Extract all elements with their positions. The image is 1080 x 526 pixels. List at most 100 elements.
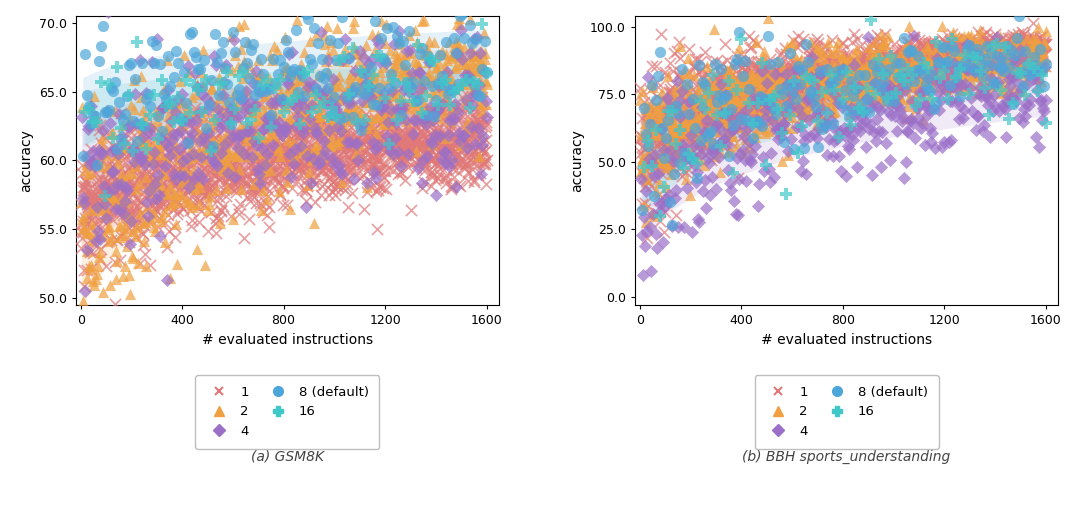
Point bbox=[472, 63, 489, 71]
Point bbox=[706, 122, 724, 130]
Point bbox=[899, 128, 916, 137]
Point bbox=[477, 99, 495, 108]
Point bbox=[865, 99, 882, 107]
Point bbox=[326, 159, 343, 168]
Point bbox=[181, 109, 199, 118]
Point bbox=[259, 84, 276, 92]
Point bbox=[221, 168, 239, 177]
Point bbox=[824, 58, 841, 67]
Point bbox=[732, 133, 750, 141]
Point bbox=[430, 50, 447, 58]
Point bbox=[658, 107, 675, 116]
Point bbox=[343, 86, 361, 94]
Point bbox=[148, 195, 165, 203]
Point bbox=[463, 124, 481, 132]
Point bbox=[632, 96, 649, 104]
Point bbox=[797, 89, 814, 98]
Point bbox=[283, 67, 300, 75]
Point bbox=[360, 91, 377, 99]
Point bbox=[920, 106, 937, 114]
Point bbox=[786, 100, 804, 108]
Point bbox=[211, 193, 228, 201]
Point bbox=[113, 171, 131, 179]
Point bbox=[869, 47, 887, 56]
Point bbox=[735, 132, 753, 140]
Point bbox=[218, 170, 235, 178]
Point bbox=[125, 76, 143, 84]
Point bbox=[467, 139, 484, 148]
Point bbox=[1004, 50, 1022, 58]
Point bbox=[213, 161, 230, 169]
Point bbox=[816, 66, 834, 75]
Point bbox=[994, 101, 1011, 109]
Point bbox=[388, 159, 405, 167]
Point bbox=[716, 108, 733, 117]
Point bbox=[721, 179, 739, 187]
Point bbox=[461, 76, 478, 84]
Point bbox=[1005, 56, 1023, 65]
Point bbox=[453, 78, 470, 87]
Point bbox=[858, 63, 875, 71]
Point bbox=[761, 60, 779, 68]
Point bbox=[793, 76, 810, 84]
Point bbox=[211, 164, 228, 173]
Point bbox=[292, 164, 309, 173]
Point bbox=[322, 118, 339, 127]
Point bbox=[997, 50, 1014, 59]
Point bbox=[133, 93, 150, 102]
Point bbox=[328, 177, 346, 186]
Point bbox=[831, 88, 848, 96]
Point bbox=[859, 70, 876, 78]
Point bbox=[882, 111, 900, 119]
Point bbox=[961, 57, 978, 65]
Point bbox=[854, 78, 872, 87]
Point bbox=[281, 149, 298, 158]
Point bbox=[791, 66, 808, 75]
Point bbox=[679, 108, 697, 117]
Point bbox=[1014, 53, 1031, 61]
Point bbox=[753, 105, 770, 113]
Point bbox=[950, 115, 968, 124]
Point bbox=[701, 107, 718, 115]
Point bbox=[442, 54, 459, 63]
Point bbox=[92, 139, 109, 148]
Point bbox=[903, 66, 920, 74]
Point bbox=[356, 97, 374, 106]
Point bbox=[1031, 97, 1049, 106]
Point bbox=[170, 189, 187, 197]
Point bbox=[773, 91, 791, 99]
Point bbox=[237, 101, 254, 109]
Point bbox=[145, 59, 162, 67]
Point bbox=[698, 96, 715, 105]
Point bbox=[100, 145, 118, 153]
Point bbox=[418, 117, 435, 125]
Point bbox=[675, 119, 692, 128]
Point bbox=[221, 138, 239, 146]
Point bbox=[775, 94, 793, 103]
Point bbox=[269, 146, 286, 154]
Point bbox=[241, 61, 258, 69]
Point bbox=[117, 110, 134, 119]
Point bbox=[823, 118, 840, 126]
Point bbox=[654, 147, 672, 155]
Point bbox=[434, 79, 451, 88]
Point bbox=[432, 148, 449, 157]
Point bbox=[260, 116, 278, 125]
Point bbox=[757, 94, 774, 103]
Point bbox=[141, 110, 159, 119]
Point bbox=[867, 55, 885, 63]
Point bbox=[183, 193, 200, 201]
Point bbox=[334, 139, 351, 148]
Point bbox=[343, 79, 361, 87]
Point bbox=[267, 168, 284, 177]
Point bbox=[998, 49, 1015, 58]
Point bbox=[1013, 67, 1030, 76]
Point bbox=[160, 143, 177, 151]
Point bbox=[173, 122, 190, 130]
Point bbox=[379, 137, 396, 145]
Point bbox=[656, 183, 673, 191]
Point bbox=[403, 206, 420, 214]
Point bbox=[165, 73, 183, 81]
Point bbox=[372, 183, 389, 191]
Point bbox=[872, 68, 889, 77]
